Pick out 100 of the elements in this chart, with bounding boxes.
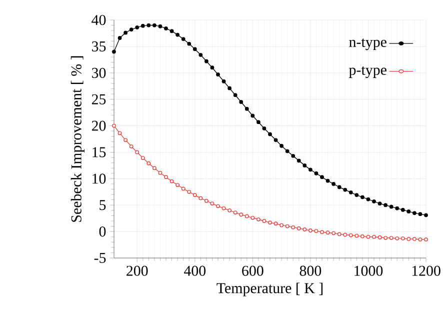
y-tick-label: 15 bbox=[92, 147, 106, 158]
point bbox=[366, 197, 370, 202]
y-tick-label: 40 bbox=[92, 14, 106, 26]
y-tick-label: 35 bbox=[92, 41, 106, 52]
point bbox=[118, 36, 122, 40]
point bbox=[406, 210, 411, 214]
point bbox=[146, 161, 151, 166]
point bbox=[302, 164, 307, 168]
point bbox=[112, 50, 116, 54]
point bbox=[192, 47, 197, 52]
x-tick-label: 1200 bbox=[412, 266, 440, 276]
point bbox=[424, 213, 428, 218]
point bbox=[332, 182, 336, 186]
point bbox=[176, 32, 180, 37]
point bbox=[192, 193, 197, 198]
x-tick-label: 200 bbox=[126, 266, 148, 276]
x-tick-label: 1000 bbox=[354, 266, 383, 276]
point bbox=[181, 37, 186, 41]
y-tick-label: 20 bbox=[92, 120, 106, 131]
point bbox=[302, 227, 307, 232]
point bbox=[146, 23, 151, 28]
point bbox=[170, 29, 174, 34]
point bbox=[296, 226, 301, 230]
point bbox=[204, 198, 208, 203]
point bbox=[250, 216, 255, 220]
point bbox=[354, 193, 359, 198]
point bbox=[395, 206, 400, 210]
point bbox=[366, 234, 370, 239]
point bbox=[418, 212, 422, 216]
point bbox=[280, 144, 284, 148]
point bbox=[187, 42, 192, 46]
point bbox=[418, 238, 422, 242]
point bbox=[135, 25, 140, 30]
point bbox=[176, 183, 180, 187]
y-tick-label: 10 bbox=[92, 174, 106, 184]
point bbox=[233, 93, 238, 98]
point bbox=[164, 175, 168, 180]
point bbox=[198, 52, 203, 57]
point bbox=[360, 195, 364, 200]
point bbox=[170, 179, 174, 184]
point bbox=[314, 171, 318, 176]
point bbox=[378, 202, 382, 206]
point bbox=[400, 236, 405, 240]
point bbox=[291, 154, 296, 158]
point bbox=[112, 124, 116, 128]
point bbox=[372, 199, 376, 204]
y-tick-label: 0 bbox=[99, 226, 106, 237]
point bbox=[406, 237, 411, 241]
y-axis-title: Seebeck Improvement [ % ] bbox=[70, 56, 84, 222]
x-tick-label: 400 bbox=[184, 266, 206, 276]
point bbox=[262, 219, 266, 223]
x-axis-title: Temperature [ K ] bbox=[216, 282, 323, 296]
point bbox=[228, 86, 232, 90]
point bbox=[378, 235, 382, 240]
point bbox=[343, 188, 348, 192]
point bbox=[268, 220, 272, 225]
point bbox=[198, 196, 203, 200]
point bbox=[268, 132, 272, 136]
point bbox=[158, 170, 162, 175]
point bbox=[181, 186, 186, 191]
point bbox=[395, 236, 400, 240]
y-tick-label: 30 bbox=[92, 68, 106, 78]
point bbox=[233, 210, 238, 214]
point bbox=[222, 79, 226, 84]
point bbox=[140, 24, 145, 28]
point bbox=[118, 131, 122, 136]
point bbox=[274, 138, 278, 142]
point bbox=[164, 26, 168, 30]
x-tick-label: 800 bbox=[300, 266, 322, 276]
point bbox=[372, 234, 376, 239]
point bbox=[308, 168, 312, 172]
point bbox=[239, 100, 244, 104]
point bbox=[389, 204, 394, 209]
point bbox=[250, 114, 255, 118]
point bbox=[158, 24, 162, 28]
point bbox=[204, 59, 208, 64]
point bbox=[412, 237, 416, 241]
point bbox=[291, 225, 296, 230]
point bbox=[135, 150, 140, 154]
point bbox=[296, 158, 301, 163]
point bbox=[129, 28, 134, 32]
point bbox=[152, 166, 156, 170]
point bbox=[348, 233, 353, 238]
point bbox=[222, 206, 226, 210]
point bbox=[314, 229, 318, 233]
point bbox=[412, 211, 416, 215]
point bbox=[326, 230, 330, 235]
point bbox=[424, 238, 428, 242]
point bbox=[216, 72, 220, 76]
point bbox=[140, 156, 145, 160]
point bbox=[210, 202, 214, 206]
point bbox=[124, 30, 128, 35]
point bbox=[285, 224, 290, 228]
point bbox=[332, 231, 336, 236]
point bbox=[384, 203, 388, 208]
point bbox=[337, 185, 342, 190]
point bbox=[256, 120, 260, 124]
point bbox=[256, 217, 260, 222]
point bbox=[308, 228, 312, 232]
x-tick-label: 600 bbox=[242, 266, 264, 276]
